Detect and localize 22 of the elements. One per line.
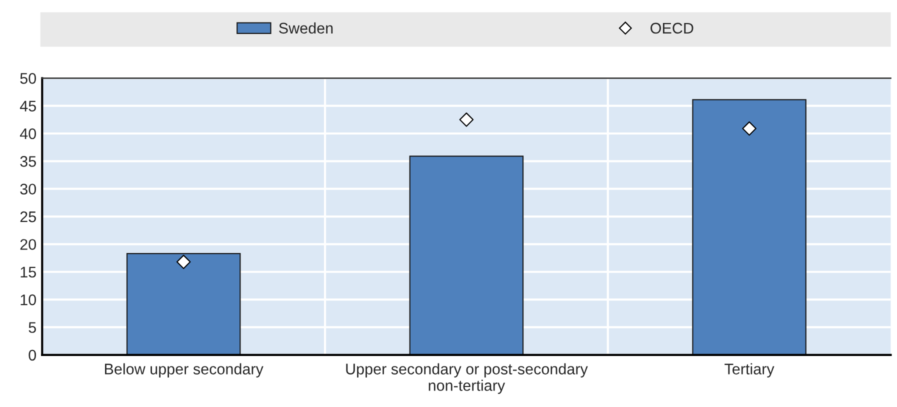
y-tick-label: 15 [20, 266, 36, 278]
y-tick-label: 20 [20, 239, 36, 250]
point [742, 121, 756, 136]
y-tick-label: 45 [20, 100, 36, 112]
y-tick-label: 25 [20, 211, 36, 222]
bar [126, 253, 241, 355]
y-tick-label: 10 [20, 294, 36, 306]
x-tick-label: Below upper secondary [105, 363, 264, 378]
legend-label: OECD [650, 22, 694, 34]
bar [409, 156, 524, 355]
y-tick-label: 50 [20, 73, 36, 84]
point [459, 112, 474, 127]
bar [692, 99, 806, 355]
y-tick-label: 5 [28, 322, 36, 333]
x-tick-label: Tertiary [724, 363, 774, 378]
y-tick-label: 40 [20, 128, 36, 140]
y-tick-label: 30 [20, 184, 36, 195]
y-tick-label: 0 [28, 350, 36, 361]
point [176, 254, 191, 270]
y-tick-label: 35 [20, 156, 36, 167]
x-tick-label: Upper secondary or post-secondary non-tertiary [346, 363, 588, 394]
legend-label: Sweden [279, 22, 333, 34]
